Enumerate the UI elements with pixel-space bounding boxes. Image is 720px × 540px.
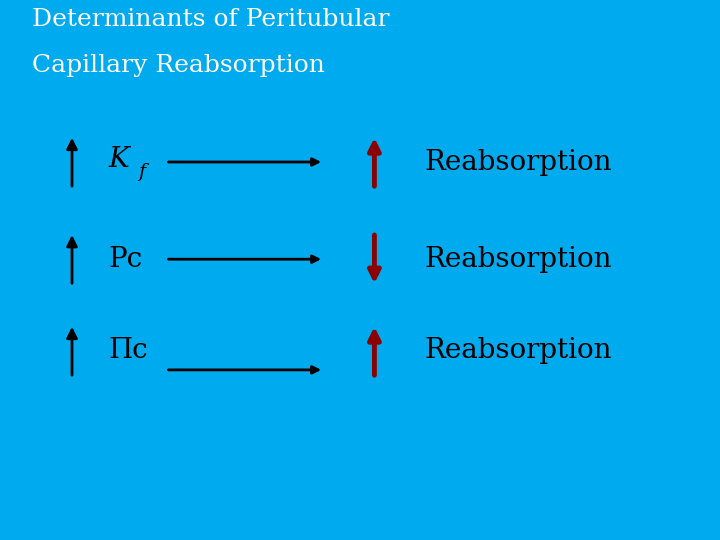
- Text: Determinants of Peritubular: Determinants of Peritubular: [32, 8, 390, 31]
- Text: Reabsorption: Reabsorption: [425, 338, 612, 364]
- Text: f: f: [138, 163, 145, 181]
- Text: K: K: [108, 146, 129, 173]
- Text: Capillary Reabsorption: Capillary Reabsorption: [32, 54, 325, 77]
- Text: Reabsorption: Reabsorption: [425, 148, 612, 176]
- Text: Pc: Pc: [108, 246, 142, 273]
- Text: Reabsorption: Reabsorption: [425, 246, 612, 273]
- Text: Πc: Πc: [108, 338, 148, 364]
